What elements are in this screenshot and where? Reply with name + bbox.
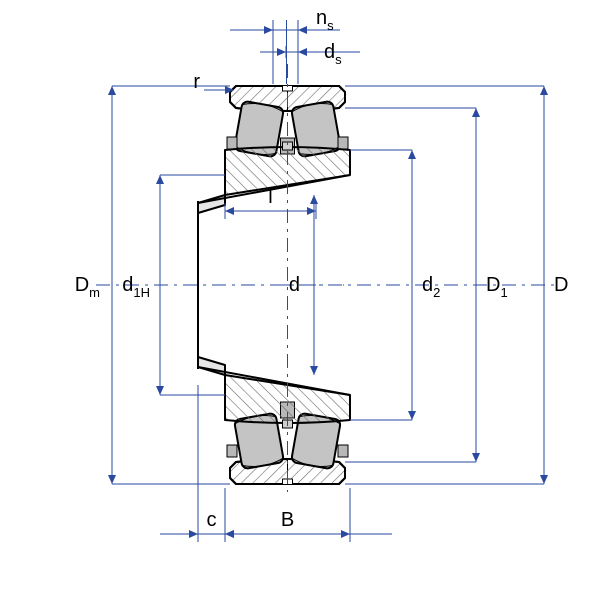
svg-text:ns: ns <box>316 7 334 33</box>
svg-text:Dm: Dm <box>75 274 100 300</box>
svg-text:d2: d2 <box>422 274 440 300</box>
svg-text:r: r <box>193 71 200 93</box>
svg-text:d: d <box>289 274 300 296</box>
svg-text:d1H: d1H <box>122 274 150 300</box>
svg-text:D1: D1 <box>486 274 508 300</box>
svg-text:D: D <box>554 274 568 296</box>
svg-text:c: c <box>207 509 217 531</box>
svg-text:B: B <box>281 509 294 531</box>
svg-text:ds: ds <box>324 41 342 67</box>
bearing-cross-section-diagram: ns ds r Dm d1H d d2 D1 Dl c B <box>0 0 600 600</box>
svg-text:l: l <box>268 186 272 208</box>
